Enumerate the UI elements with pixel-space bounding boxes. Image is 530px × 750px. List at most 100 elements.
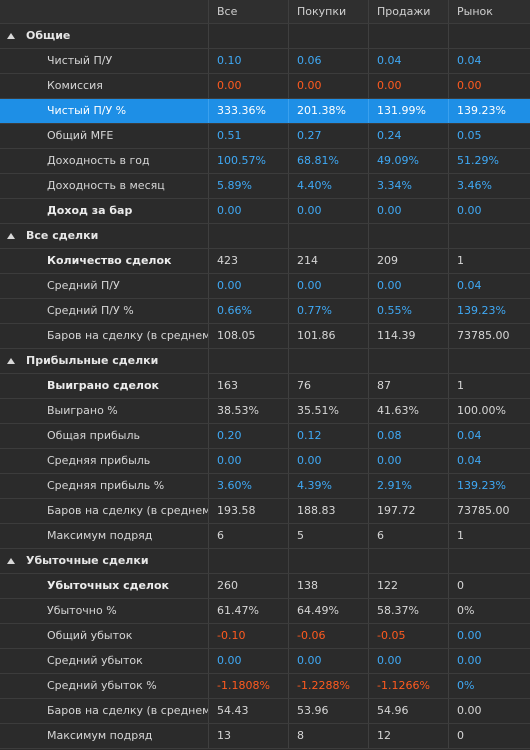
- table-row[interactable]: Максимум подряд 13 8 12 0: [0, 724, 530, 749]
- table-row[interactable]: Средний убыток 0.00 0.00 0.00 0.00: [0, 649, 530, 674]
- value-market: 1: [457, 254, 464, 267]
- section-row[interactable]: Все сделки: [0, 224, 530, 249]
- metric-name: Общая прибыль: [47, 429, 140, 442]
- value-buys: 0.77%: [289, 299, 369, 323]
- table-row[interactable]: Баров на сделку (в среднем) 193.58 188.83 1…: [0, 499, 530, 524]
- table-row[interactable]: Убыточно % 61.47% 64.49% 58.37% 0%: [0, 599, 530, 624]
- value-all: 0.20: [209, 424, 289, 448]
- collapse-triangle-icon[interactable]: [7, 33, 15, 39]
- empty-cell: [369, 24, 449, 48]
- value-sells: 0.04: [369, 49, 449, 73]
- value-market: 51.29%: [457, 154, 499, 167]
- value-buys: 8: [289, 724, 369, 748]
- value-market: 1: [457, 529, 464, 542]
- value-market: 3.46%: [457, 179, 492, 192]
- empty-cell: [449, 24, 530, 48]
- value-sells: 0.00: [369, 199, 449, 223]
- value-all: 0.00: [209, 199, 289, 223]
- metric-name-cell: Средний П/У: [0, 274, 209, 298]
- table-row[interactable]: Средняя прибыль % 3.60% 4.39% 2.91% 139.23%: [0, 474, 530, 499]
- table-row[interactable]: Чистый П/У 0.10 0.06 0.04 0.04: [0, 49, 530, 74]
- value-all: 54.43: [209, 699, 289, 723]
- value-buys: 188.83: [289, 499, 369, 523]
- value-sells: 0.00: [369, 449, 449, 473]
- table-row[interactable]: Общий убыток -0.10 -0.06 -0.05 0.00: [0, 624, 530, 649]
- section-row[interactable]: Общие: [0, 24, 530, 49]
- value-buys: 0.27: [289, 124, 369, 148]
- value-buys: 0.00: [289, 649, 369, 673]
- table-row[interactable]: Количество сделок 423 214 209 1: [0, 249, 530, 274]
- value-all: 333.36%: [209, 99, 289, 123]
- section-title: Убыточные сделки: [26, 554, 149, 567]
- metric-name-cell: Средняя прибыль %: [0, 474, 209, 498]
- metric-name-cell: Чистый П/У: [0, 49, 209, 73]
- value-sells: 58.37%: [369, 599, 449, 623]
- empty-cell: [289, 224, 369, 248]
- section-title: Все сделки: [26, 229, 99, 242]
- column-header-market[interactable]: Рынок: [457, 5, 493, 18]
- metric-name-cell: Максимум подряд: [0, 724, 209, 748]
- table-row[interactable]: Доходность в месяц 5.89% 4.40% 3.34% 3.46%: [0, 174, 530, 199]
- value-buys: -1.2288%: [289, 674, 369, 698]
- value-all: 0.00: [209, 74, 289, 98]
- table-row[interactable]: Комиссия 0.00 0.00 0.00 0.00: [0, 74, 530, 99]
- column-header-row: Все Покупки Продажи Рынок: [0, 0, 530, 24]
- metric-name-cell: Выиграно %: [0, 399, 209, 423]
- table-row[interactable]: Средний убыток % -1.1808% -1.2288% -1.1266%…: [0, 674, 530, 699]
- table-row[interactable]: Доходность в год 100.57% 68.81% 49.09% 51.29…: [0, 149, 530, 174]
- value-all: 6: [209, 524, 289, 548]
- section-title: Прибыльные сделки: [26, 354, 159, 367]
- collapse-triangle-icon[interactable]: [7, 558, 15, 564]
- table-row[interactable]: Общий MFE 0.51 0.27 0.24 0.05: [0, 124, 530, 149]
- column-header-all[interactable]: Все: [209, 0, 289, 23]
- table-row[interactable]: Убыточных сделок 260 138 122 0: [0, 574, 530, 599]
- table-row[interactable]: Выиграно % 38.53% 35.51% 41.63% 100.00%: [0, 399, 530, 424]
- empty-cell: [289, 349, 369, 373]
- value-sells: 0.08: [369, 424, 449, 448]
- value-buys: 4.39%: [289, 474, 369, 498]
- section-row[interactable]: Прибыльные сделки: [0, 349, 530, 374]
- metric-name: Убыточных сделок: [47, 579, 170, 592]
- metric-name: Баров на сделку (в среднем): [47, 504, 209, 517]
- table-row[interactable]: Средняя прибыль 0.00 0.00 0.00 0.04: [0, 449, 530, 474]
- metric-name-cell: Максимум подряд: [0, 524, 209, 548]
- table-row[interactable]: Доход за бар 0.00 0.00 0.00 0.00: [0, 199, 530, 224]
- table-row[interactable]: Общая прибыль 0.20 0.12 0.08 0.04: [0, 424, 530, 449]
- value-market: 0.05: [457, 129, 482, 142]
- metric-name: Средний П/У: [47, 279, 120, 292]
- metric-name-cell: Выиграно сделок: [0, 374, 209, 398]
- metric-name: Выиграно сделок: [47, 379, 160, 392]
- value-sells: 12: [369, 724, 449, 748]
- collapse-triangle-icon[interactable]: [7, 233, 15, 239]
- metric-name: Максимум подряд: [47, 529, 153, 542]
- metric-name-cell: Средняя прибыль: [0, 449, 209, 473]
- value-buys: 5: [289, 524, 369, 548]
- metric-name: Доход за бар: [47, 204, 133, 217]
- table-row[interactable]: Баров на сделку (в среднем) 54.43 53.96 54.…: [0, 699, 530, 724]
- value-buys: 0.00: [289, 74, 369, 98]
- value-market: 0.04: [457, 54, 482, 67]
- value-all: 423: [209, 249, 289, 273]
- section-row[interactable]: Убыточные сделки: [0, 549, 530, 574]
- metric-name-cell: Баров на сделку (в среднем): [0, 699, 209, 723]
- metric-name: Доходность в месяц: [47, 179, 165, 192]
- table-row[interactable]: Средний П/У % 0.66% 0.77% 0.55% 139.23%: [0, 299, 530, 324]
- metric-name-cell: Убыточных сделок: [0, 574, 209, 598]
- section-label-cell: Прибыльные сделки: [0, 349, 209, 373]
- value-sells: -1.1266%: [369, 674, 449, 698]
- metric-name: Убыточно %: [47, 604, 117, 617]
- table-row[interactable]: Выиграно сделок 163 76 87 1: [0, 374, 530, 399]
- table-row-selected[interactable]: Чистый П/У % 333.36% 201.38% 131.99% 139.23%: [0, 99, 530, 124]
- value-all: 0.00: [209, 649, 289, 673]
- metric-name-cell: Доход за бар: [0, 199, 209, 223]
- table-row[interactable]: Максимум подряд 6 5 6 1: [0, 524, 530, 549]
- column-header-sells[interactable]: Продажи: [369, 0, 449, 23]
- column-header-buys[interactable]: Покупки: [289, 0, 369, 23]
- value-buys: 4.40%: [289, 174, 369, 198]
- value-sells: 3.34%: [369, 174, 449, 198]
- table-row[interactable]: Баров на сделку (в среднем) 108.05 101.86 1…: [0, 324, 530, 349]
- collapse-triangle-icon[interactable]: [7, 358, 15, 364]
- value-market: 0.00: [457, 79, 482, 92]
- value-buys: 64.49%: [289, 599, 369, 623]
- table-row[interactable]: Средний П/У 0.00 0.00 0.00 0.04: [0, 274, 530, 299]
